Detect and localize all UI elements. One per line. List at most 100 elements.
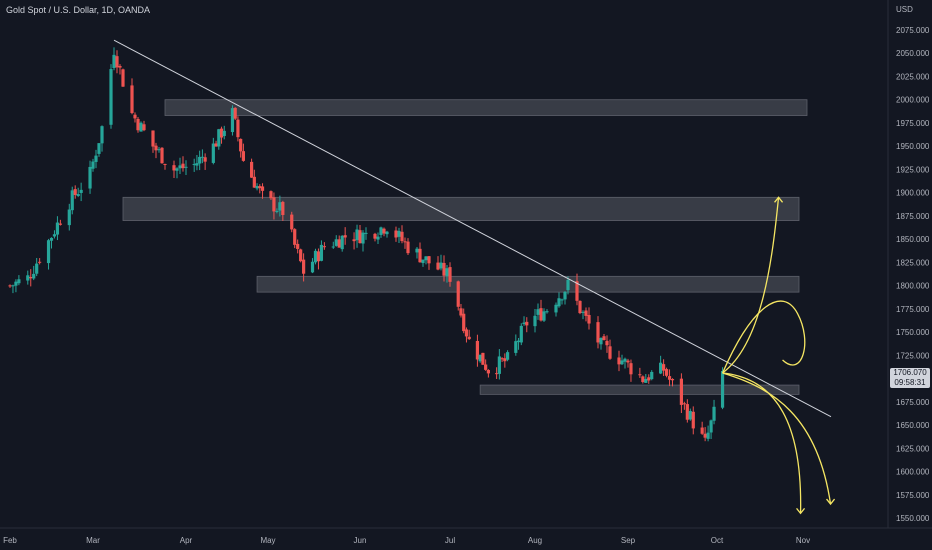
candle-body xyxy=(17,279,21,284)
time-tick-label: Feb xyxy=(3,536,17,545)
candle-body xyxy=(233,107,237,119)
candle-body xyxy=(136,118,140,131)
candle-body xyxy=(151,130,155,147)
candle-body xyxy=(76,193,80,196)
candle-body xyxy=(385,231,389,235)
candle-body xyxy=(578,300,582,314)
projection-path xyxy=(722,372,832,505)
time-axis[interactable]: Feb Mar Apr May Jun Jul Aug Sep Oct Nov xyxy=(3,536,810,545)
candle-body xyxy=(281,201,285,215)
candle-body xyxy=(670,379,675,381)
candle-body xyxy=(596,322,600,343)
candle-body xyxy=(217,129,221,147)
candle-body xyxy=(519,325,523,343)
price-tick-label: 2025.000 xyxy=(896,72,930,81)
candle-body xyxy=(258,186,262,189)
candle-body xyxy=(522,322,526,325)
candle-body xyxy=(299,249,303,262)
candle-body xyxy=(415,248,419,253)
candle-body xyxy=(442,262,446,276)
candle-body xyxy=(599,338,603,345)
candle-body xyxy=(497,356,501,374)
price-tick-label: 1775.000 xyxy=(896,305,930,314)
candle-body xyxy=(563,291,567,300)
candle-body xyxy=(644,378,648,383)
price-zone[interactable] xyxy=(122,196,800,221)
candle-body xyxy=(361,232,365,244)
candle-body xyxy=(647,377,651,381)
candle-body xyxy=(421,259,425,264)
price-axis-unit: USD xyxy=(896,5,913,14)
candle-body xyxy=(252,176,256,188)
candle-body xyxy=(35,263,39,274)
candle-body xyxy=(200,156,204,158)
price-zone[interactable] xyxy=(479,384,800,395)
candle-body xyxy=(29,276,33,279)
candle-body xyxy=(514,341,518,353)
candle-body xyxy=(8,285,12,287)
last-price-value: 1706.070 xyxy=(893,368,927,377)
price-tick-label: 1750.000 xyxy=(896,328,930,337)
price-tick-label: 1650.000 xyxy=(896,421,930,430)
price-tick-label: 2050.000 xyxy=(896,49,930,58)
candle-body xyxy=(462,313,466,332)
candle-body xyxy=(214,143,218,147)
candle-body xyxy=(667,376,672,380)
candle-body xyxy=(310,261,315,273)
price-tick-label: 1625.000 xyxy=(896,444,930,453)
candle-body xyxy=(230,108,235,133)
candle-body xyxy=(376,236,380,240)
candle-body xyxy=(459,308,463,316)
candle-body xyxy=(94,155,98,162)
candle-body xyxy=(379,227,383,235)
candle-body xyxy=(418,248,422,263)
candle-body xyxy=(525,321,529,326)
candle-body xyxy=(239,138,243,152)
candle-body xyxy=(355,229,359,241)
candle-body xyxy=(130,85,134,114)
candle-body xyxy=(178,165,182,169)
candle-body xyxy=(709,420,713,433)
candle-body xyxy=(456,281,460,307)
time-tick-label: Apr xyxy=(180,536,193,545)
projection-arrows xyxy=(721,196,836,515)
price-tick-label: 1550.000 xyxy=(896,514,930,523)
candle-body xyxy=(560,299,564,301)
candle-body xyxy=(703,433,707,438)
time-tick-label: May xyxy=(260,536,275,545)
candle-body xyxy=(623,358,627,362)
candle-body xyxy=(46,240,51,264)
candle-body xyxy=(133,114,137,119)
candle-body xyxy=(184,166,188,168)
candle-body xyxy=(478,354,482,362)
candle-body xyxy=(269,191,273,199)
price-tick-label: 2000.000 xyxy=(896,96,930,105)
descending-trendline[interactable] xyxy=(113,39,832,418)
candlesticks xyxy=(8,47,725,442)
candle-body xyxy=(424,256,428,261)
candle-body xyxy=(73,189,77,196)
projection-path xyxy=(721,300,806,374)
candle-body xyxy=(139,122,143,132)
candle-body xyxy=(241,151,245,161)
price-zone[interactable] xyxy=(256,275,800,293)
price-tick-label: 1675.000 xyxy=(896,398,930,407)
candle-body xyxy=(617,357,621,365)
candle-body xyxy=(436,262,440,270)
candle-body xyxy=(373,233,377,239)
candle-body xyxy=(650,371,654,380)
candle-body xyxy=(364,232,368,234)
candle-body xyxy=(91,161,95,169)
chart-title: Gold Spot / U.S. Dollar, 1D, OANDA xyxy=(6,5,151,15)
candle-body xyxy=(533,315,537,327)
price-tick-label: 1975.000 xyxy=(896,119,930,128)
candle-body xyxy=(464,329,469,337)
candle-body xyxy=(97,143,101,154)
candle-body xyxy=(181,163,185,169)
candle-body xyxy=(688,411,692,420)
candle-body xyxy=(203,157,207,162)
candle-body xyxy=(313,250,318,263)
candle-body xyxy=(337,239,341,248)
price-zone[interactable] xyxy=(164,99,808,116)
